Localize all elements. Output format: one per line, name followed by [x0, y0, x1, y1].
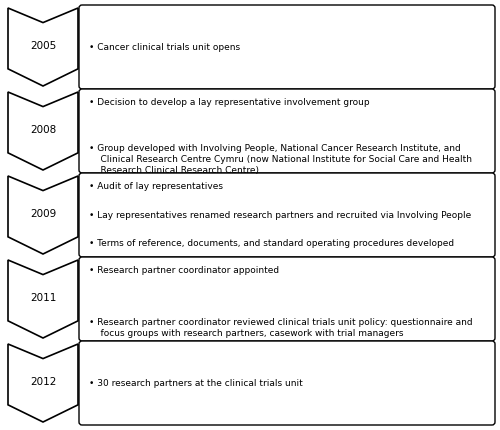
FancyBboxPatch shape [79, 173, 495, 257]
Text: 2012: 2012 [30, 377, 56, 387]
Polygon shape [8, 344, 78, 422]
Text: • Terms of reference, documents, and standard operating procedures developed: • Terms of reference, documents, and sta… [89, 239, 454, 248]
Text: • Lay representatives renamed research partners and recruited via Involving Peop: • Lay representatives renamed research p… [89, 211, 471, 219]
FancyBboxPatch shape [79, 5, 495, 89]
Text: • Research partner coordinator reviewed clinical trials unit policy: questionnai: • Research partner coordinator reviewed … [89, 317, 472, 338]
Text: • Decision to develop a lay representative involvement group: • Decision to develop a lay representati… [89, 98, 370, 107]
FancyBboxPatch shape [79, 89, 495, 173]
Polygon shape [8, 8, 78, 86]
Polygon shape [8, 260, 78, 338]
Text: • Audit of lay representatives: • Audit of lay representatives [89, 182, 223, 191]
Text: 2009: 2009 [30, 209, 56, 219]
Text: 2011: 2011 [30, 293, 56, 303]
Text: 2008: 2008 [30, 125, 56, 135]
Text: • Cancer clinical trials unit opens: • Cancer clinical trials unit opens [89, 43, 240, 52]
FancyBboxPatch shape [79, 341, 495, 425]
FancyBboxPatch shape [79, 257, 495, 341]
Text: • Group developed with Involving People, National Cancer Research Institute, and: • Group developed with Involving People,… [89, 144, 472, 175]
Text: 2005: 2005 [30, 41, 56, 51]
Text: • Research partner coordinator appointed: • Research partner coordinator appointed [89, 266, 279, 275]
Text: • 30 research partners at the clinical trials unit: • 30 research partners at the clinical t… [89, 378, 303, 387]
Polygon shape [8, 92, 78, 170]
Polygon shape [8, 176, 78, 254]
